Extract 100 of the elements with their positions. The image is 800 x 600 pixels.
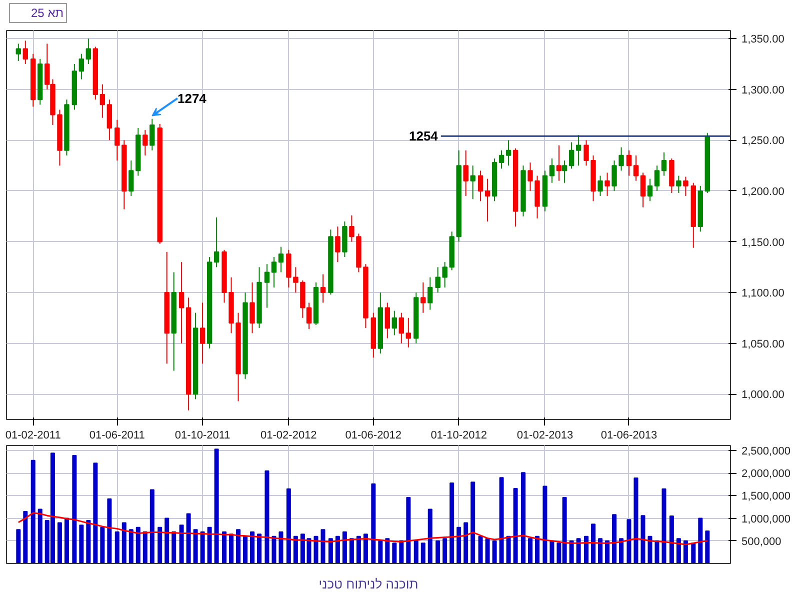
bar [450, 482, 454, 564]
bar [669, 516, 674, 564]
x-tick-label: 01-06-2013 [600, 430, 658, 442]
bar [264, 470, 270, 564]
candlestick [264, 264, 270, 308]
bar [293, 536, 298, 564]
candlestick [106, 99, 112, 141]
bar [528, 538, 532, 564]
x-tick-label: 01-06-2011 [89, 430, 145, 442]
bar [442, 538, 448, 564]
bar [478, 536, 483, 564]
candlestick [392, 310, 398, 336]
bar [243, 536, 248, 564]
bar [229, 534, 234, 564]
candlestick [576, 134, 582, 166]
bar [363, 534, 368, 564]
bar [584, 536, 589, 564]
bar [328, 538, 333, 564]
y-tick-label: 500,000 [742, 536, 782, 548]
candlestick [598, 175, 603, 197]
bar [257, 534, 262, 564]
candlestick [384, 302, 390, 339]
bar [385, 538, 390, 564]
y-tick-label: 1,200.00 [742, 186, 784, 198]
bar [506, 536, 511, 564]
candlestick [478, 170, 484, 202]
candlestick [484, 178, 490, 222]
candlestick [335, 226, 340, 263]
bar [513, 488, 518, 564]
bar [158, 526, 162, 564]
candlestick [142, 130, 148, 156]
candlestick [470, 165, 476, 200]
x-tick-label: 01-10-2011 [174, 430, 230, 442]
bar [392, 542, 397, 564]
bar [640, 515, 646, 564]
candlestick [604, 172, 610, 197]
bar [79, 524, 84, 564]
bar [399, 540, 404, 564]
bar [214, 448, 219, 564]
bar [591, 524, 596, 564]
candlestick [16, 43, 22, 62]
bar [200, 531, 205, 564]
x-tick-label: 01-06-2012 [345, 430, 402, 442]
candlestick [633, 154, 639, 182]
candlestick [584, 140, 589, 166]
bar [499, 477, 504, 564]
bar [605, 540, 610, 564]
candlestick [549, 158, 555, 184]
bar [464, 522, 468, 564]
bar [193, 529, 198, 564]
candlestick [618, 146, 624, 172]
bar [72, 454, 77, 564]
bar [634, 478, 638, 564]
bar [550, 540, 554, 564]
bar [30, 460, 36, 564]
bar [683, 540, 688, 564]
bar [612, 514, 617, 564]
bar [576, 538, 581, 564]
candlestick [654, 165, 660, 192]
candlestick [178, 262, 184, 344]
candlestick [250, 282, 255, 334]
bar [436, 540, 440, 564]
candlestick [100, 84, 106, 118]
y-tick-label: 1,350.00 [742, 34, 784, 46]
bar [619, 538, 624, 564]
bar [93, 462, 98, 564]
candlestick [612, 160, 617, 192]
bar [186, 513, 191, 564]
y-tick-label: 1,150.00 [742, 236, 784, 249]
y-tick-label: 1,250.00 [742, 135, 784, 148]
bar [378, 540, 383, 564]
text: תא 25 [31, 6, 64, 20]
bar [414, 540, 418, 564]
bar [100, 526, 105, 564]
candlestick [420, 282, 426, 314]
bar [23, 511, 28, 564]
bar [520, 472, 526, 564]
bar [236, 529, 241, 564]
bar [64, 518, 69, 564]
bar [222, 531, 227, 564]
x-tick-label: 01-02-2011 [5, 430, 61, 442]
bar [150, 489, 154, 564]
candlestick [200, 302, 206, 364]
candlestick [463, 150, 468, 197]
bar [691, 542, 696, 564]
bar [569, 540, 574, 564]
candlestick [661, 152, 667, 176]
candlestick [562, 160, 568, 184]
bar [107, 498, 112, 564]
bar [272, 536, 276, 564]
candlestick [86, 38, 92, 65]
bar [142, 531, 148, 564]
bar [698, 518, 703, 564]
bar [662, 488, 666, 564]
bar [57, 522, 62, 564]
candlestick [647, 178, 653, 202]
candlestick [271, 256, 277, 288]
y-tick-label: 1,300.00 [742, 84, 784, 96]
candlestick [506, 140, 512, 166]
y-tick-label: 1,500,000 [742, 490, 790, 503]
